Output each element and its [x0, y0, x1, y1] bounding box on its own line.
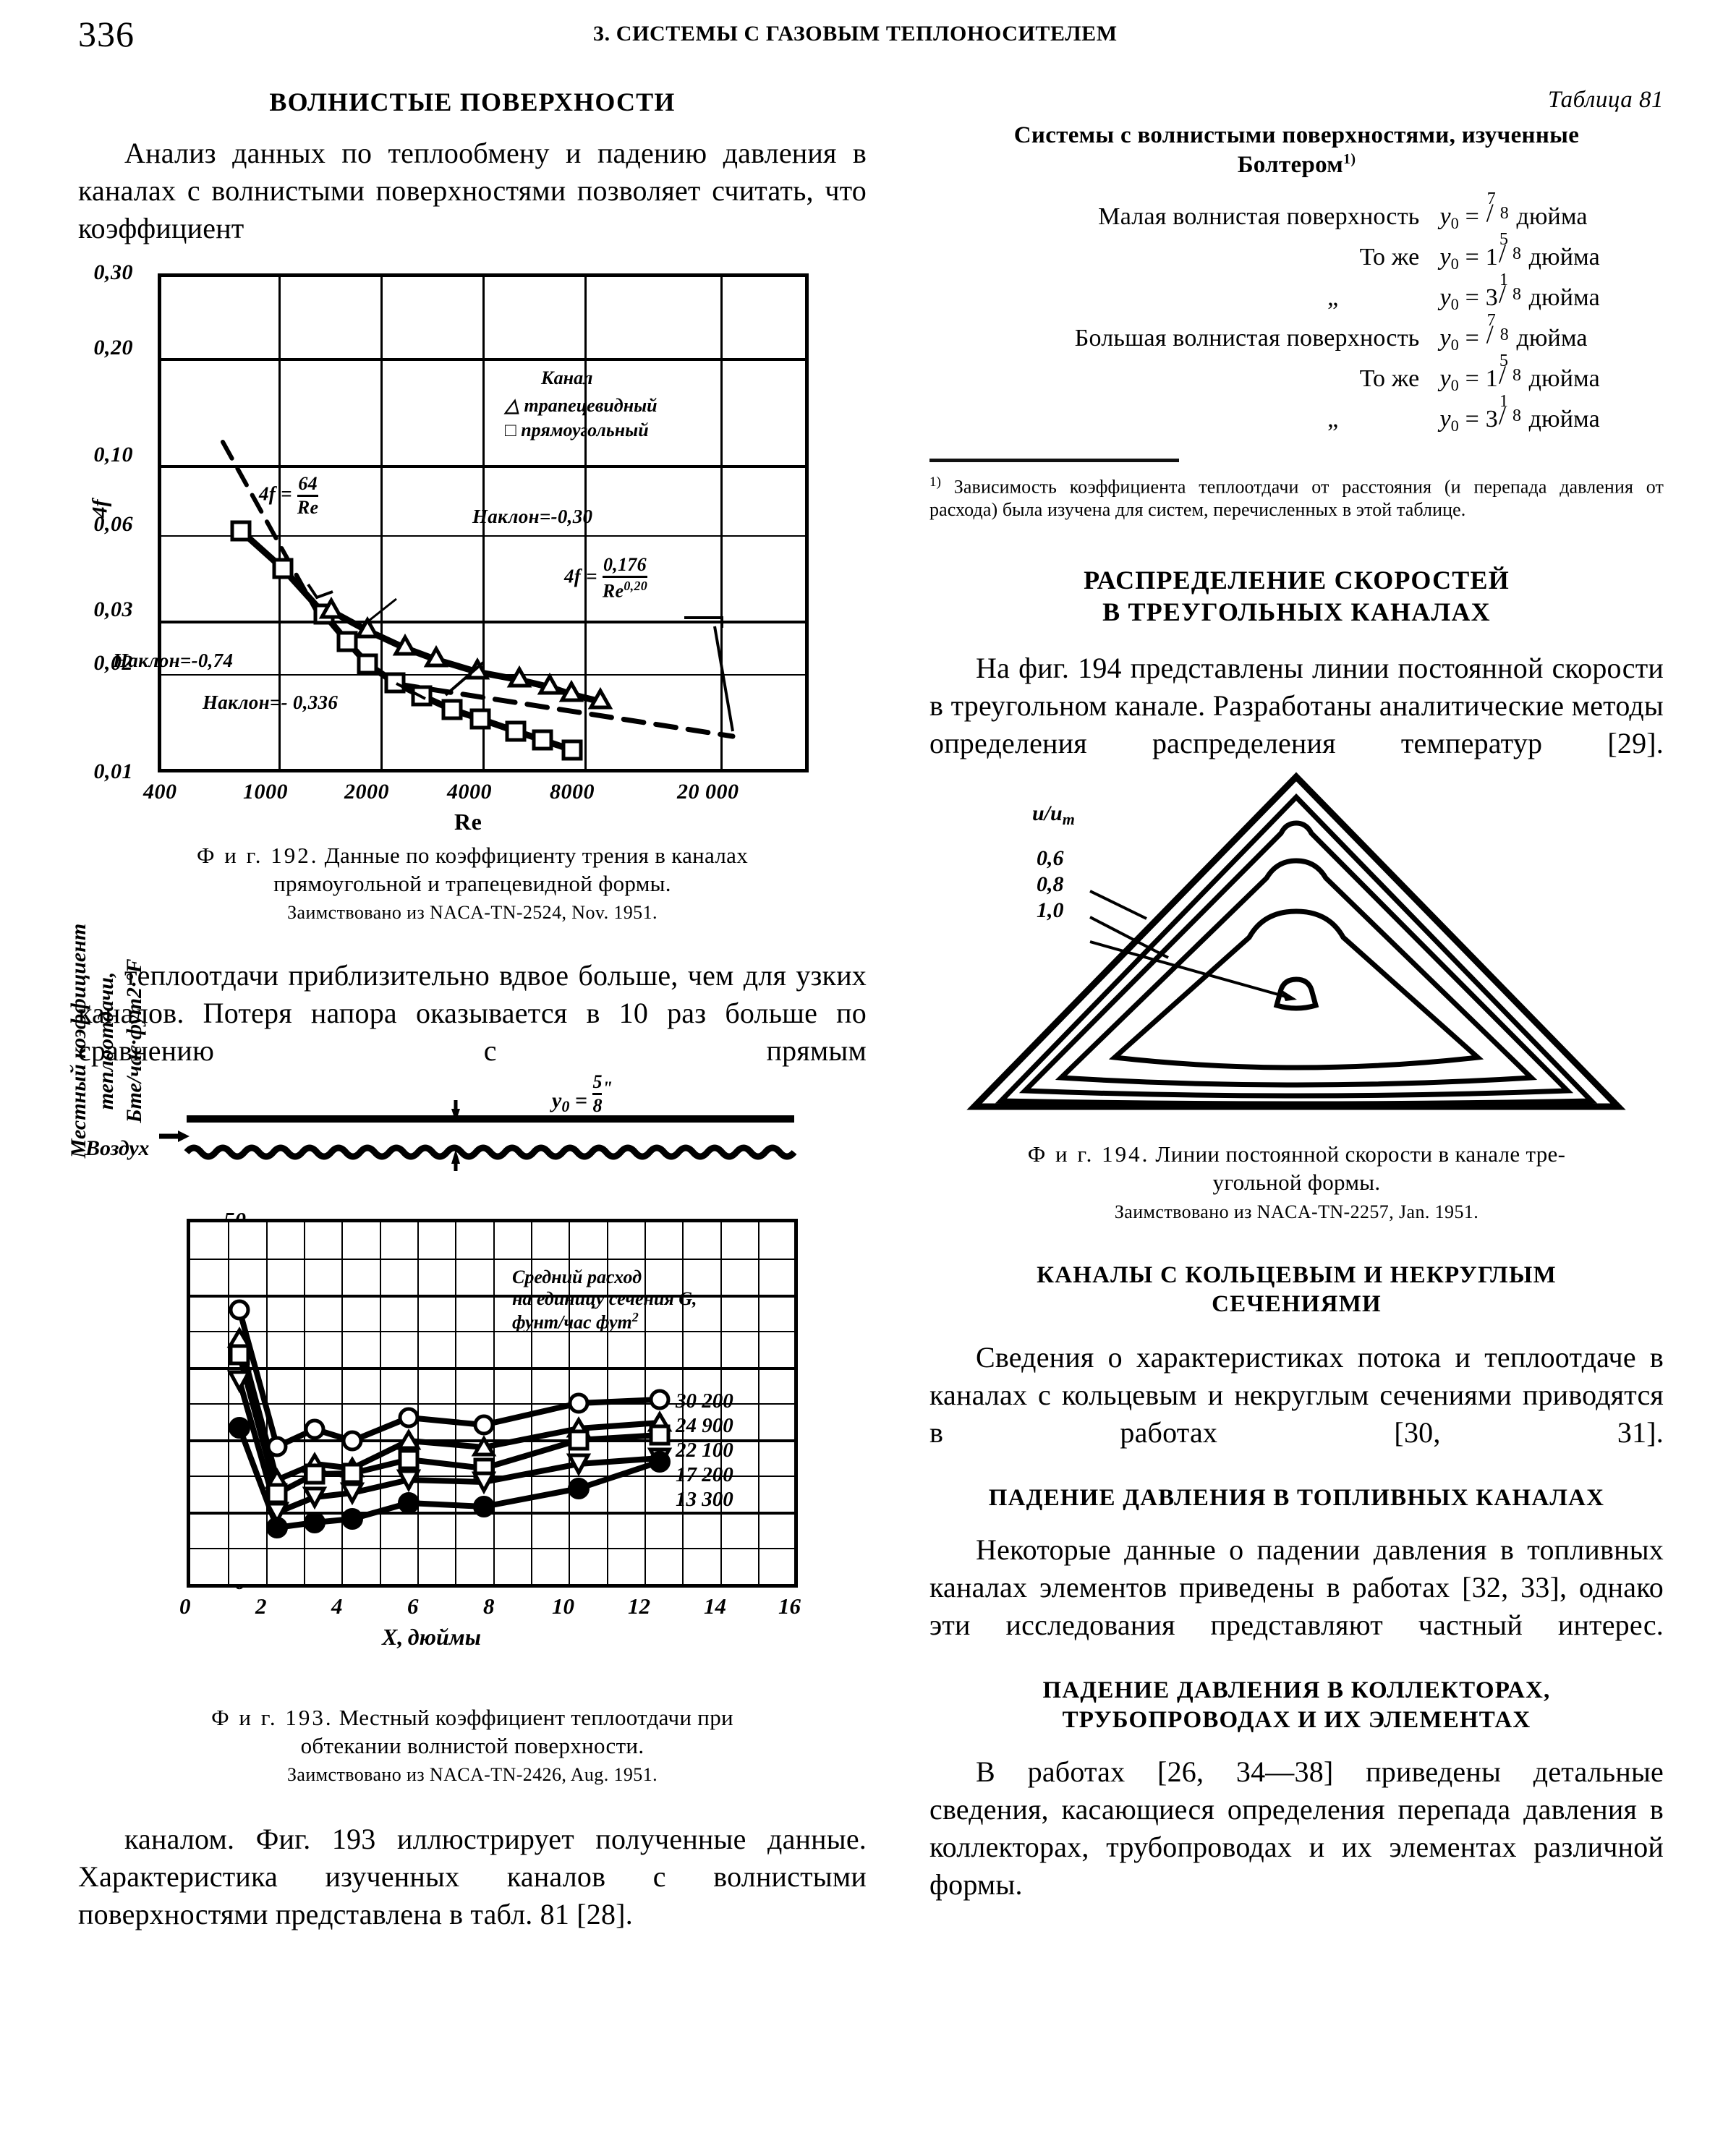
- f193-x-axis-title: X, дюймы: [382, 1624, 481, 1650]
- section-heading-wavy-surfaces: ВОЛНИСТЫЕ ПОВЕРХНОСТИ: [269, 88, 676, 116]
- section-heading-header-pressure-drop: ПАДЕНИЕ ДАВЛЕНИЯ В КОЛЛЕКТОРАХ, ТРУБОПРО…: [1042, 1677, 1551, 1733]
- section-heading-velocity-distribution: РАСПРЕДЕЛЕНИЕ СКОРОСТЕЙ В ТРЕУГОЛЬНЫХ КА…: [1084, 565, 1510, 626]
- f193-xtick-14: 14: [704, 1593, 726, 1619]
- table-cell-value: y0 = 7/8 дюйма: [1439, 189, 1588, 232]
- f192-ytick-010: 0,10: [93, 442, 133, 467]
- figure-193-source: Заимствовано из NACA-TN-2426, Aug. 1951.: [287, 1764, 658, 1786]
- f193-y0-label: y0 = 5 8 ": [552, 1071, 613, 1116]
- table-row: „ y0 = 3 1/8 дюйма: [929, 270, 1664, 318]
- f193-xtick-8: 8: [483, 1593, 495, 1619]
- figure-194: u/um 0,6 0,8 1,0: [929, 767, 1664, 1136]
- figure-192-caption: Ф и г. 192. Данные по коэффициенту трени…: [196, 842, 749, 896]
- f193-duct-svg: [159, 1100, 797, 1171]
- table-cell-value: y0 = 1 5/8 дюйма: [1439, 229, 1600, 273]
- running-head: 3. СИСТЕМЫ С ГАЗОВЫМ ТЕПЛОНОСИТЕЛЕМ: [593, 22, 1118, 46]
- table-cell-label: „: [1327, 284, 1339, 311]
- table-81-footnote: 1) Зависимость коэффициента теплоотдачи …: [929, 474, 1664, 520]
- f193-legend-value-30200: 30 200: [676, 1389, 733, 1413]
- f192-legend-item-rectangle: □ прямоугольный: [505, 419, 649, 440]
- figure-194-source: Заимствовано из NACA-TN-2257, Jan. 1951.: [1114, 1201, 1479, 1222]
- f193-legend-value-24900: 24 900: [676, 1414, 733, 1437]
- page-number: 336: [78, 14, 135, 54]
- f192-x-axis-title: Re: [454, 808, 482, 835]
- f193-legend-value-17200: 17 200: [676, 1463, 733, 1486]
- table-cell-label: То же: [1359, 365, 1420, 392]
- f192-annotation-slope-0336: Наклон=- 0,336: [203, 691, 339, 713]
- f192-ytick-002: 0,02: [93, 650, 133, 675]
- f192-ytick-001: 0,01: [93, 759, 133, 783]
- f192-xtick-2000: 2000: [344, 779, 389, 804]
- f192-annotation-laminar-formula: 4f = 64 Re: [259, 472, 319, 518]
- f192-xtick-1000: 1000: [243, 779, 288, 804]
- f193-legend-value-13300: 13 300: [676, 1488, 733, 1511]
- f194-contour-label-06: 0,6: [1037, 846, 1064, 871]
- footnote-rule: [929, 458, 1179, 462]
- f194-contour-label-08: 0,8: [1037, 872, 1064, 897]
- f192-data-curves: [221, 439, 736, 761]
- table-row: Большая волнистая поверхность y0 = 7/8 д…: [929, 310, 1664, 359]
- figure-193: y0 = 5 8 " Воздух: [67, 924, 867, 1699]
- f193-legend-value-22100: 22 100: [676, 1439, 733, 1462]
- figure-193-caption: Ф и г. 193. Местный коэффициент теплоотд…: [211, 1705, 733, 1759]
- table-cell-value: y0 = 1 5/8 дюйма: [1439, 351, 1600, 394]
- table-cell-value: y0 = 3 1/8 дюйма: [1439, 391, 1600, 435]
- f193-xtick-2: 2: [255, 1593, 267, 1619]
- f192-xtick-8000: 8000: [550, 779, 595, 804]
- f193-duct-sketch: y0 = 5 8 " Воздух: [85, 1073, 797, 1183]
- table-cell-value: y0 = 3 1/8 дюйма: [1439, 270, 1600, 313]
- f194-contour-svg: [966, 772, 1626, 1110]
- f194-contour-label-10: 1,0: [1037, 898, 1064, 923]
- f192-legend-title: Канал: [541, 367, 593, 388]
- f193-xtick-16: 16: [778, 1593, 801, 1619]
- table-cell-label: Большая волнистая поверхность: [1074, 324, 1420, 352]
- paragraph-channel-characteristics: каналом. Фиг. 193 иллюстрирует полученны…: [78, 1823, 867, 1931]
- figure-192-source: Заимствовано из NACA-TN-2524, Nov. 1951.: [287, 902, 658, 923]
- f193-data-curves: [226, 1299, 673, 1538]
- table-row: „ y0 = 3 1/8 дюйма: [929, 391, 1664, 440]
- f192-legend-item-trapezoid: △ трапецевидный: [505, 394, 658, 416]
- table-cell-label: Малая волнистая поверхность: [1098, 203, 1420, 230]
- f192-xtick-20000: 20 000: [677, 779, 739, 804]
- f192-xtick-4000: 4000: [447, 779, 492, 804]
- table-81-title: Системы с волнистыми поверхностями, изуч…: [1013, 122, 1580, 179]
- triangle-marker-icon: △: [505, 394, 519, 416]
- left-column: ВОЛНИСТЫЕ ПОВЕРХНОСТИ Анализ данных по т…: [67, 87, 867, 1933]
- table-cell-label: „: [1327, 405, 1339, 433]
- table-81-rows: Малая волнистая поверхность y0 = 7/8 дюй…: [929, 189, 1664, 440]
- paragraph-fuel-channels: Некоторые данные о падении давления в то…: [929, 1533, 1664, 1642]
- f193-air-label: Воздух: [85, 1136, 150, 1160]
- table-row: То же y0 = 1 5/8 дюйма: [929, 229, 1664, 278]
- f193-xtick-0: 0: [179, 1593, 191, 1619]
- table-row: То же y0 = 1 5/8 дюйма: [929, 351, 1664, 399]
- table-cell-label: То же: [1359, 243, 1420, 271]
- paragraph-annular-channels: Сведения о характеристиках потока и тепл…: [929, 1341, 1664, 1449]
- paragraph-heat-transfer: теплоотдачи приблизительно вдвое больше,…: [78, 959, 867, 1067]
- square-marker-icon: □: [505, 419, 516, 440]
- paragraph-header-pressure-drop: В работах [26, 34—38] приведены детальны…: [929, 1755, 1664, 1901]
- paragraph-wavy-intro: Анализ данных по теплообмену и падению д…: [78, 136, 867, 244]
- f192-annotation-slope-074: Наклон=-0,74: [113, 649, 234, 671]
- f193-legend-title: Средний расход на единицу сечения G, фун…: [512, 1266, 697, 1333]
- table-row: Малая волнистая поверхность y0 = 7/8 дюй…: [929, 189, 1664, 237]
- f192-xtick-400: 400: [143, 779, 177, 804]
- f192-annotation-slope-030: Наклон=-0,30: [472, 505, 593, 527]
- f193-xtick-4: 4: [331, 1593, 343, 1619]
- section-heading-fuel-channels: ПАДЕНИЕ ДАВЛЕНИЯ В ТОПЛИВНЫХ КАНАЛАХ: [988, 1485, 1605, 1511]
- figure-192: 0,30 0,20 0,10 0,06 0,03 0,02 0,01 4f 40: [78, 257, 867, 835]
- f192-annotation-turbulent-formula: 4f = 0,176 Re0,20: [564, 553, 648, 602]
- f192-ytick-020: 0,20: [93, 335, 133, 359]
- f193-xtick-6: 6: [407, 1593, 419, 1619]
- f192-ytick-003: 0,03: [93, 597, 133, 621]
- right-column: Таблица 81 Системы с волнистыми поверхно…: [929, 87, 1664, 1904]
- f193-xtick-12: 12: [628, 1593, 650, 1619]
- f192-ytick-006: 0,06: [93, 511, 133, 536]
- f193-xtick-10: 10: [552, 1593, 574, 1619]
- table-cell-value: y0 = 7/8 дюйма: [1439, 310, 1588, 354]
- f192-ytick-030: 0,30: [93, 260, 133, 284]
- table-81-number: Таблица 81: [1548, 87, 1664, 113]
- section-heading-annular-channels: КАНАЛЫ С КОЛЬЦЕВЫМ И НЕКРУГЛЫМ СЕЧЕНИЯМИ: [1037, 1261, 1557, 1317]
- f194-ratio-label: u/um: [1032, 801, 1075, 829]
- paragraph-velocity-distribution: На фиг. 194 представлены линии постоянно…: [929, 652, 1664, 760]
- figure-194-caption: Ф и г. 194. Линии постоянной скорости в …: [1027, 1141, 1566, 1196]
